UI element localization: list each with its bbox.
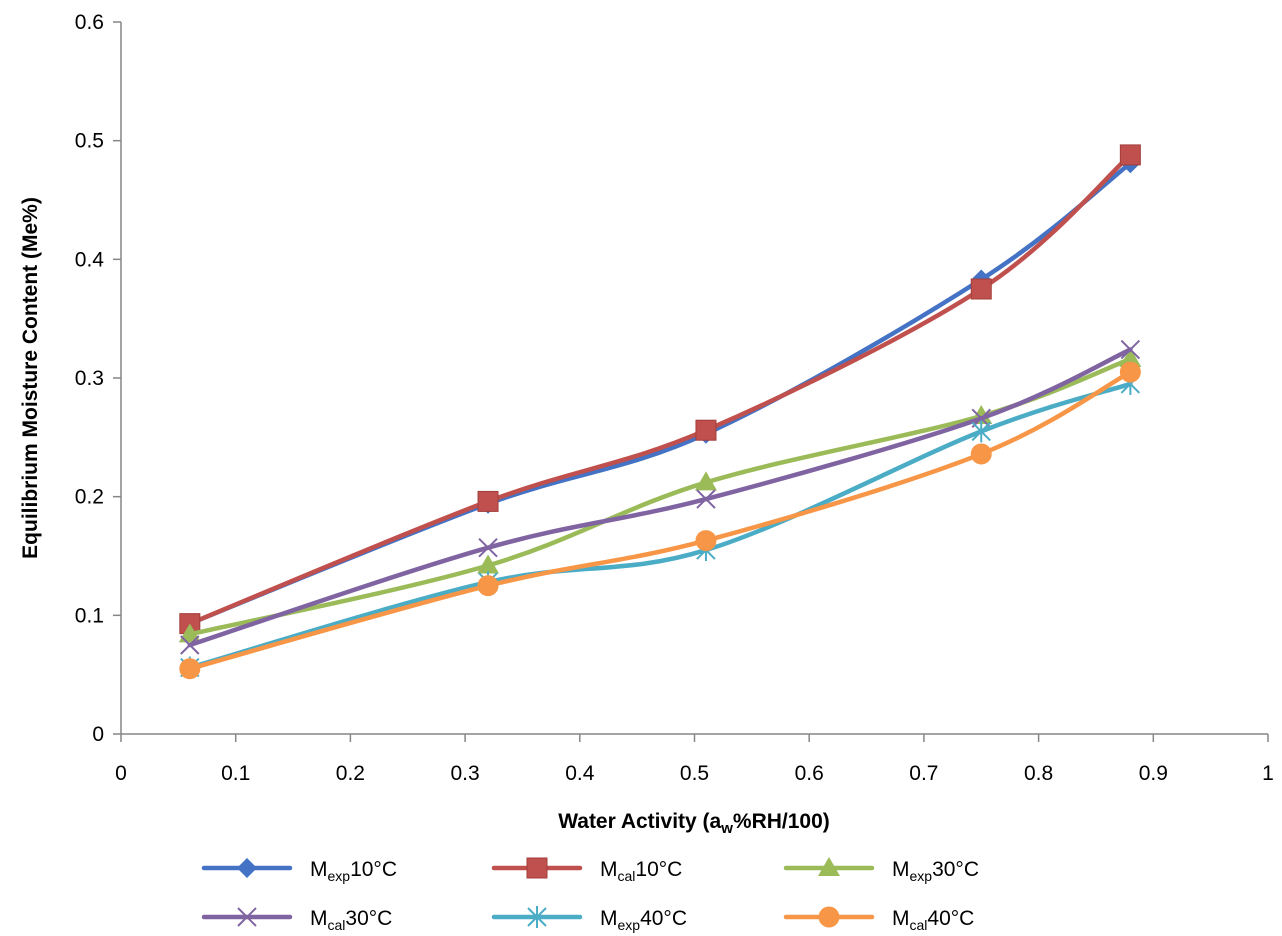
- data-point: [970, 278, 992, 300]
- legend-label-tail: 10°C: [350, 858, 397, 881]
- legend-label-main: M: [600, 858, 618, 881]
- legend-label-sub: cal: [328, 917, 346, 933]
- y-tick-label: 0: [92, 723, 104, 746]
- legend-label-tail: 40°C: [927, 907, 974, 930]
- legend-label-main: M: [892, 858, 910, 881]
- data-point: [178, 623, 201, 643]
- data-point: [1119, 144, 1141, 166]
- legend-label: Mexp30°C: [892, 858, 979, 884]
- legend-marker: [527, 906, 547, 928]
- data-point: [477, 575, 499, 597]
- data-point: [695, 530, 717, 552]
- y-tick-label: 0.2: [75, 486, 104, 509]
- legend-item: Mexp10°C: [201, 858, 397, 884]
- legend-label-sub: cal: [618, 868, 636, 884]
- series-line: [187, 160, 1133, 626]
- marker-stroke: [180, 635, 200, 655]
- y-tick-label: 0.1: [75, 604, 104, 627]
- data-point: [1120, 339, 1141, 360]
- legend-label: Mexp10°C: [310, 858, 397, 884]
- x-tick-label: 0.2: [336, 762, 365, 785]
- series-line: [187, 347, 1133, 648]
- legend-label: Mcal40°C: [892, 907, 974, 933]
- data-point: [971, 420, 991, 443]
- series-4: [180, 372, 1141, 679]
- legend-item: Mcal40°C: [783, 906, 974, 933]
- x-tick-label: 0.1: [221, 762, 250, 785]
- legend-label: Mcal30°C: [310, 907, 392, 933]
- legend-label-tail: 10°C: [635, 858, 682, 881]
- legend-label-tail: 30°C: [345, 907, 392, 930]
- data-point: [696, 489, 716, 509]
- x-tick-label: 0.6: [795, 762, 824, 785]
- x-tick-label: 0.3: [450, 762, 479, 785]
- x-tick-label: 0.9: [1139, 762, 1168, 785]
- y-tick-label: 0.4: [75, 248, 105, 271]
- legend-item: Mcal30°C: [201, 907, 392, 933]
- legend-marker: [237, 858, 257, 878]
- data-point: [1119, 361, 1141, 383]
- data-point: [695, 419, 717, 441]
- legend-item: Mexp30°C: [783, 857, 979, 884]
- x-tick-label: 0.8: [1024, 762, 1053, 785]
- data-point: [970, 443, 992, 465]
- legend-label-main: M: [892, 907, 910, 930]
- legend-label-sub: exp: [618, 917, 641, 933]
- series-1: [179, 144, 1141, 635]
- series-layer: [178, 144, 1142, 680]
- legend-marker: [526, 857, 548, 879]
- legend-marker: [818, 906, 840, 928]
- series-line: [187, 381, 1133, 670]
- axes: 0 0.1 0.2 0.3 0.4 0.5 0.6 0.7 0.8 0.9 1 0 0.1 0.2 0.3 0…: [75, 11, 1274, 785]
- x-tick-label: 0.7: [909, 762, 938, 785]
- legend-label-main: M: [310, 858, 328, 881]
- marker-stroke: [237, 907, 257, 927]
- x-tick-label: 1: [1262, 762, 1274, 785]
- x-axis-title-main: Water Activity (a: [558, 810, 721, 833]
- y-axis-title: Equilibrium Moisture Content (Me%): [19, 197, 42, 559]
- data-point: [180, 635, 200, 655]
- legend-marker: [237, 907, 257, 927]
- x-tick-label: 0.4: [565, 762, 595, 785]
- data-point: [694, 471, 717, 491]
- legend-label-sub: exp: [910, 868, 933, 884]
- y-tick-label: 0.5: [75, 130, 104, 153]
- legend-item: Mcal10°C: [491, 857, 682, 884]
- legend-label-sub: cal: [910, 917, 928, 933]
- series-3: [180, 339, 1141, 655]
- series-line: [187, 356, 1133, 637]
- legend-label-tail: 30°C: [932, 858, 979, 881]
- x-axis-title-sub: w: [720, 820, 733, 837]
- data-point: [179, 658, 201, 680]
- legend-item: Mexp40°C: [491, 906, 687, 933]
- legend-label: Mexp40°C: [600, 907, 687, 933]
- data-point: [477, 554, 500, 574]
- y-tick-label: 0.6: [75, 11, 104, 34]
- x-axis-title-tail: %RH/100): [733, 810, 830, 833]
- legend-label-tail: 40°C: [640, 907, 687, 930]
- y-tick-label: 0.3: [75, 367, 104, 390]
- marker-stroke: [696, 489, 716, 509]
- series-5: [179, 361, 1141, 680]
- legend-label-main: M: [310, 907, 328, 930]
- marker-stroke: [1120, 339, 1141, 360]
- legend-label: Mcal10°C: [600, 858, 682, 884]
- legend-marker: [818, 857, 840, 876]
- x-tick-label: 0: [115, 762, 127, 785]
- x-axis-title: Water Activity (aw%RH/100): [558, 810, 830, 837]
- data-point: [478, 537, 498, 558]
- legend-label-main: M: [600, 907, 618, 930]
- legend-label-sub: exp: [328, 868, 351, 884]
- data-point: [477, 490, 499, 512]
- marker-stroke: [478, 537, 498, 558]
- data-point: [1119, 348, 1142, 368]
- x-tick-label: 0.5: [680, 762, 709, 785]
